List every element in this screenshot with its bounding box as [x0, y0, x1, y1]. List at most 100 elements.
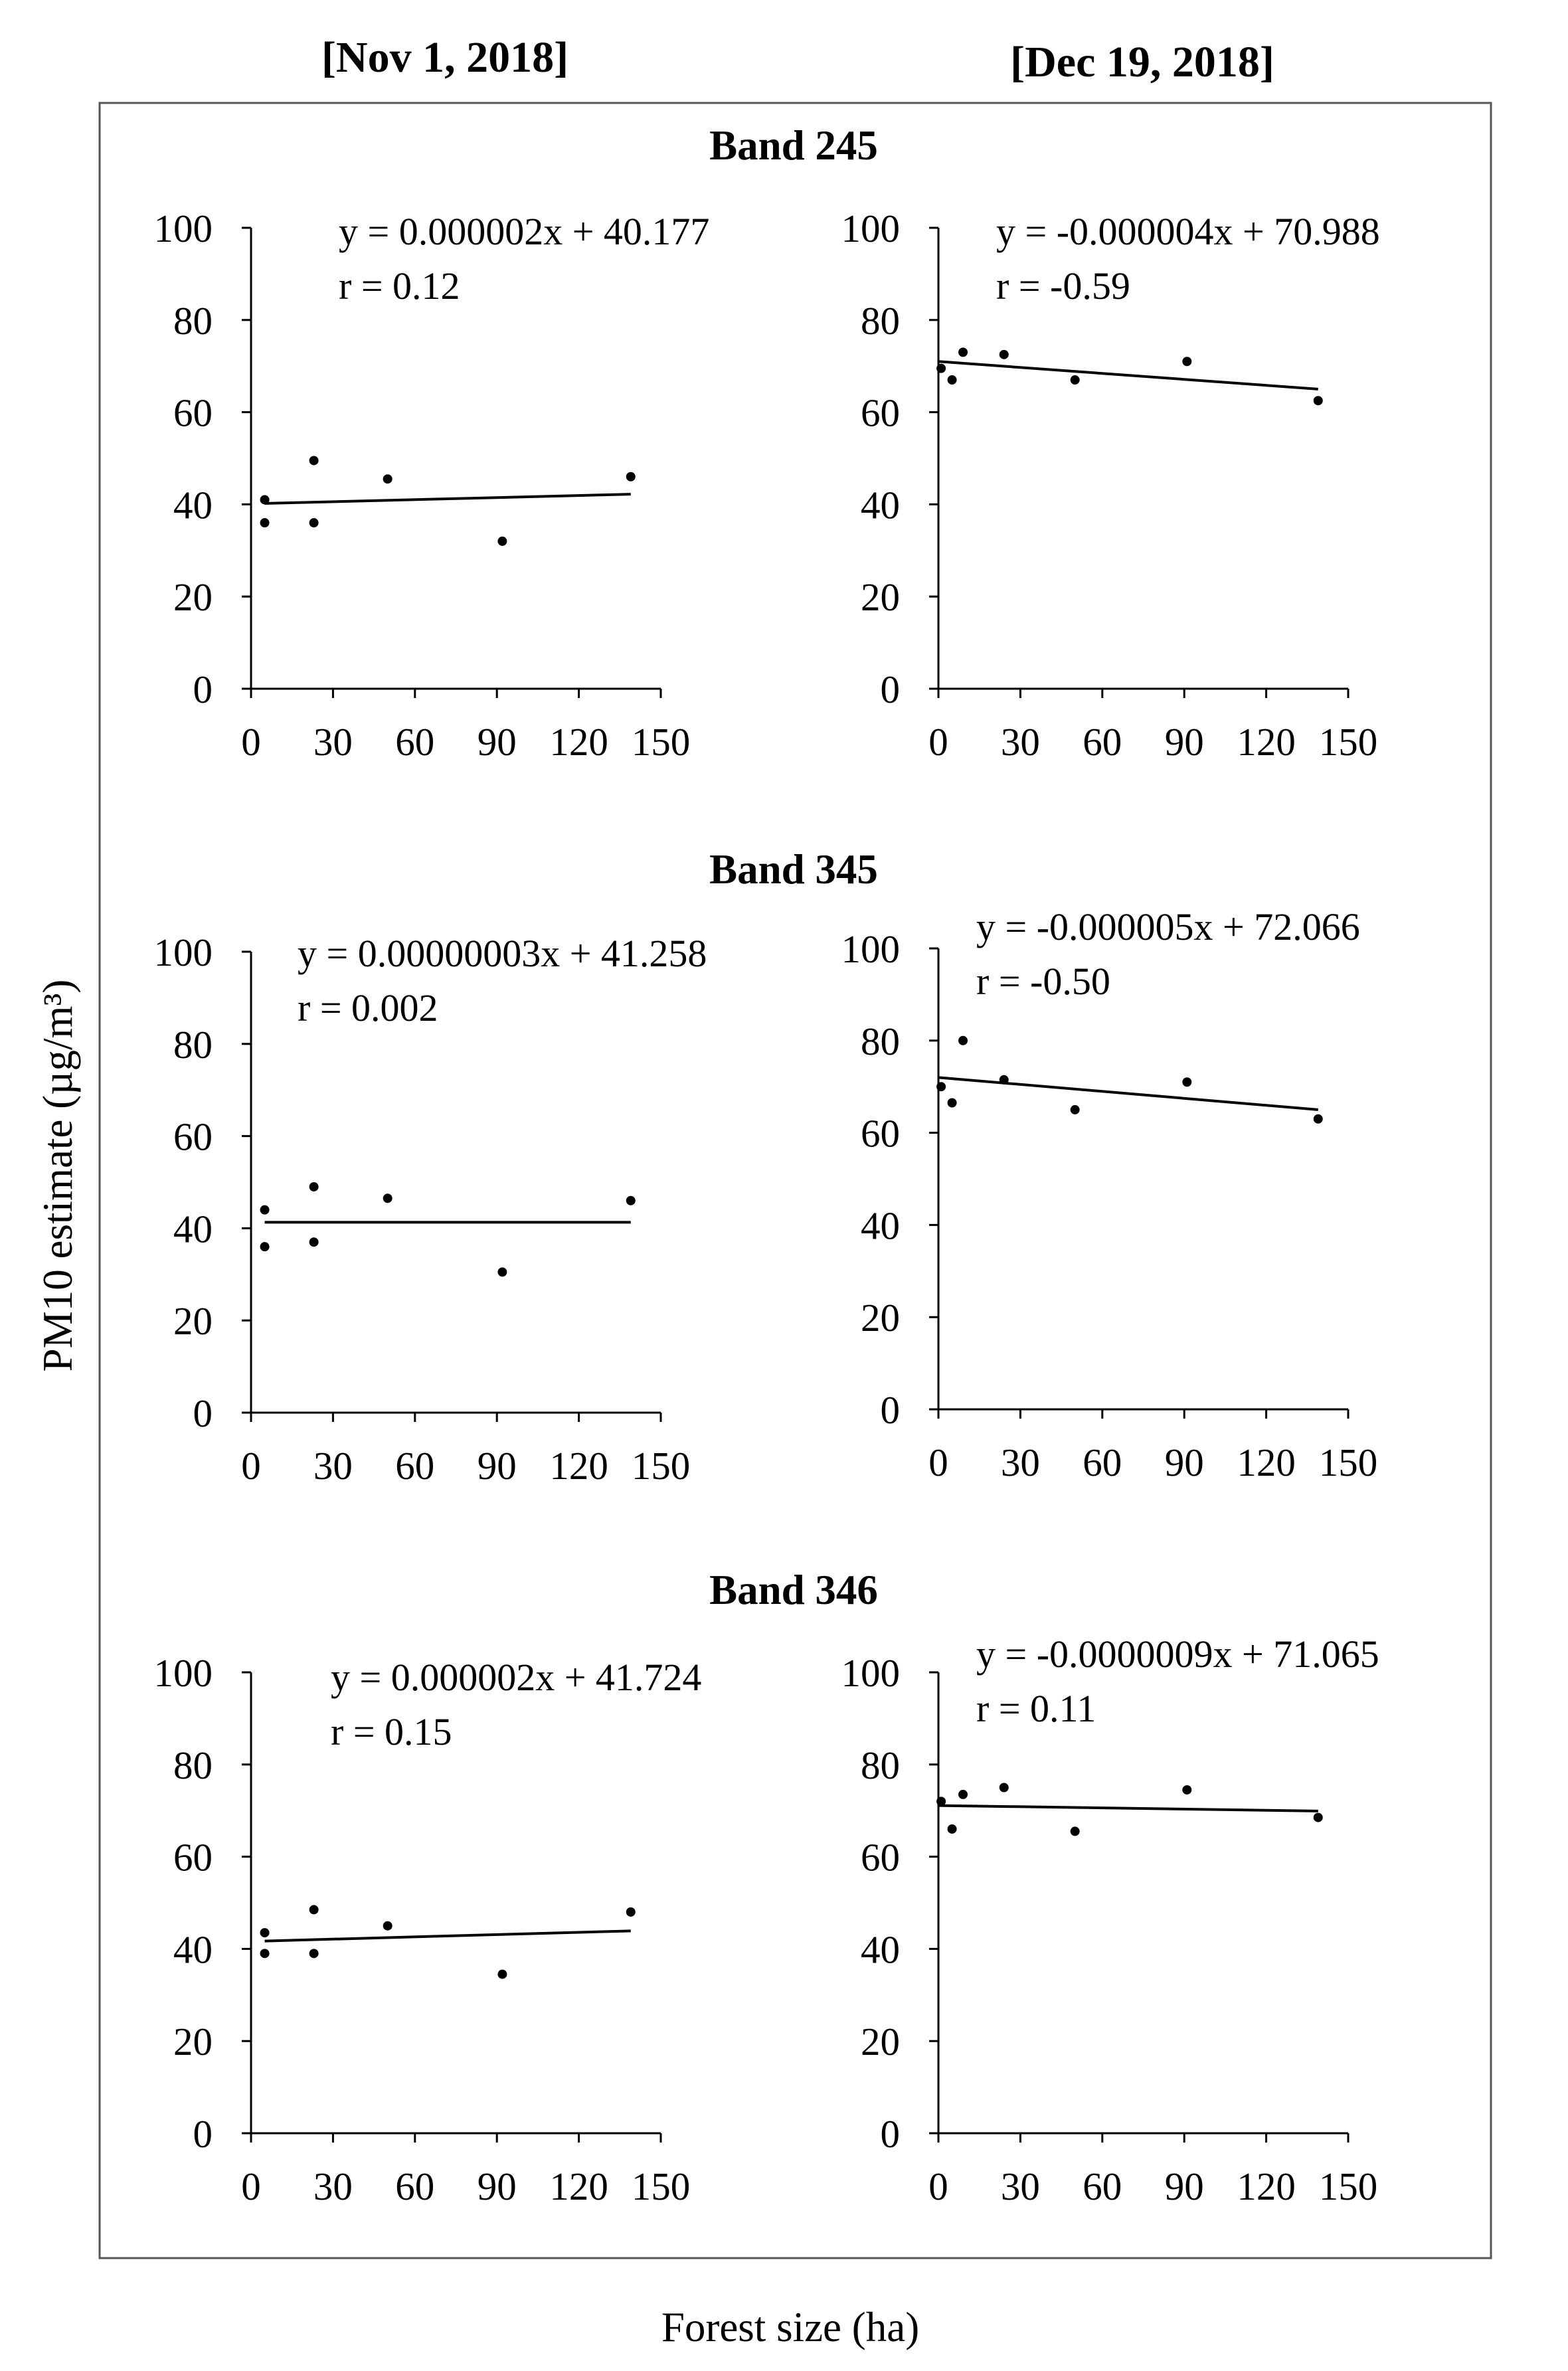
- y-tick-label: 60: [173, 1115, 213, 1159]
- data-point: [1070, 375, 1080, 385]
- trend-line: [264, 493, 631, 505]
- y-axis-label: PM10 estimate (µg/m³): [35, 980, 81, 1372]
- data-point: [936, 1082, 946, 1092]
- y-tick-label: 0: [881, 1388, 901, 1432]
- x-tick-label: 150: [632, 720, 691, 764]
- y-tick-label: 80: [173, 1023, 213, 1067]
- x-tick-label: 150: [1319, 720, 1378, 764]
- scatter-panel: 0 20 40 60 80 100 0 30 60 90 120 150 y = -0.000004x …: [841, 207, 1380, 764]
- data-point: [947, 1824, 957, 1834]
- regression-equation: y = -0.000004x + 70.988: [996, 210, 1380, 253]
- x-tick-label: 150: [632, 2164, 691, 2208]
- y-tick-label: 40: [861, 1203, 900, 1247]
- y-tick-label: 40: [173, 483, 213, 527]
- data-point: [1182, 1785, 1192, 1795]
- data-point: [999, 349, 1009, 359]
- data-point: [497, 1969, 507, 1979]
- x-tick-label: 120: [1237, 2164, 1296, 2208]
- x-tick-label: 90: [478, 1444, 517, 1488]
- x-tick-label: 120: [549, 2164, 608, 2208]
- scatter-panels: 0 20 40 60 80 100 0 30 60 90 120 150 y = 0.000002x +…: [154, 207, 1380, 2208]
- correlation-coefficient: r = 0.12: [339, 264, 460, 307]
- column-title-left: [Nov 1, 2018]: [321, 33, 568, 82]
- y-tick-label: 100: [841, 207, 901, 250]
- scatter-panel: 0 20 40 60 80 100 0 30 60 90 120 150 y = -0.0000009x…: [841, 1632, 1379, 2208]
- x-tick-label: 60: [1083, 720, 1122, 764]
- regression-equation: y = 0.000002x + 41.724: [331, 1656, 701, 1699]
- y-tick-label: 100: [154, 930, 213, 974]
- x-tick-label: 120: [1237, 720, 1296, 764]
- x-tick-label: 0: [241, 720, 261, 764]
- data-point: [958, 347, 968, 357]
- data-point: [260, 495, 270, 505]
- x-tick-label: 90: [1165, 720, 1204, 764]
- data-point: [383, 1193, 392, 1203]
- x-tick-label: 120: [549, 1444, 608, 1488]
- data-point: [309, 518, 319, 528]
- y-tick-label: 100: [154, 207, 213, 250]
- x-tick-label: 30: [1001, 2164, 1040, 2208]
- y-tick-label: 80: [861, 1743, 900, 1787]
- x-tick-label: 90: [478, 720, 517, 764]
- data-point: [626, 1907, 636, 1917]
- y-tick-label: 80: [861, 1019, 900, 1063]
- x-tick-label: 120: [1237, 1441, 1296, 1484]
- data-point: [999, 1075, 1009, 1085]
- scatter-panel: 0 20 40 60 80 100 0 30 60 90 120 150 y = 0.000002x +…: [154, 207, 710, 764]
- y-tick-label: 60: [861, 1112, 900, 1156]
- correlation-coefficient: r = -0.59: [996, 264, 1130, 307]
- y-tick-label: 60: [861, 1836, 900, 1880]
- trend-line: [938, 1076, 1318, 1111]
- data-point: [1313, 1114, 1323, 1124]
- regression-equation: y = -0.000005x + 72.066: [976, 905, 1360, 948]
- x-tick-label: 30: [1001, 1441, 1040, 1484]
- x-tick-label: 0: [928, 2164, 948, 2208]
- y-tick-label: 20: [173, 1299, 213, 1343]
- data-point: [1182, 1077, 1192, 1087]
- x-tick-label: 120: [549, 720, 608, 764]
- y-tick-label: 60: [173, 1836, 213, 1880]
- data-point: [626, 1195, 636, 1205]
- data-point: [936, 363, 946, 373]
- y-tick-label: 100: [841, 927, 901, 971]
- data-point: [958, 1789, 968, 1799]
- y-tick-label: 40: [861, 1927, 900, 1971]
- y-tick-label: 20: [173, 575, 213, 619]
- y-tick-label: 20: [173, 2020, 213, 2064]
- correlation-coefficient: r = 0.15: [331, 1710, 452, 1753]
- regression-equation: y = -0.0000009x + 71.065: [976, 1632, 1379, 1676]
- y-tick-label: 20: [861, 575, 900, 619]
- data-point: [497, 1267, 507, 1277]
- trend-line: [938, 1804, 1318, 1812]
- y-tick-label: 60: [173, 391, 213, 435]
- data-point: [947, 1098, 957, 1108]
- trend-line: [938, 360, 1318, 391]
- y-tick-label: 0: [881, 667, 901, 711]
- data-point: [260, 1242, 270, 1252]
- scatter-panel: 0 20 40 60 80 100 0 30 60 90 120 150 y = 0.000002x +…: [154, 1651, 702, 2208]
- y-tick-label: 60: [861, 391, 900, 435]
- x-tick-label: 60: [395, 720, 434, 764]
- data-point: [626, 472, 636, 482]
- x-tick-label: 0: [928, 720, 948, 764]
- x-tick-label: 60: [395, 2164, 434, 2208]
- data-point: [1070, 1826, 1080, 1836]
- x-tick-label: 90: [478, 2164, 517, 2208]
- scatter-panel: 0 20 40 60 80 100 0 30 60 90 120 150 y = 0.00000003x…: [154, 930, 707, 1488]
- correlation-coefficient: r = -0.50: [976, 960, 1110, 1003]
- data-point: [260, 1949, 270, 1959]
- x-tick-label: 60: [395, 1444, 434, 1488]
- y-tick-label: 20: [861, 1296, 900, 1340]
- data-point: [383, 474, 392, 484]
- x-tick-label: 150: [1319, 1441, 1378, 1484]
- data-point: [1182, 357, 1192, 367]
- x-tick-label: 0: [928, 1441, 948, 1484]
- band-title-245: Band 245: [709, 122, 878, 169]
- data-point: [936, 1797, 946, 1806]
- y-tick-label: 20: [861, 2020, 900, 2064]
- x-tick-label: 0: [241, 1444, 261, 1488]
- scatter-panel: 0 20 40 60 80 100 0 30 60 90 120 150 y = -0.000005x …: [841, 905, 1378, 1484]
- data-point: [260, 518, 270, 528]
- y-tick-label: 100: [841, 1651, 901, 1695]
